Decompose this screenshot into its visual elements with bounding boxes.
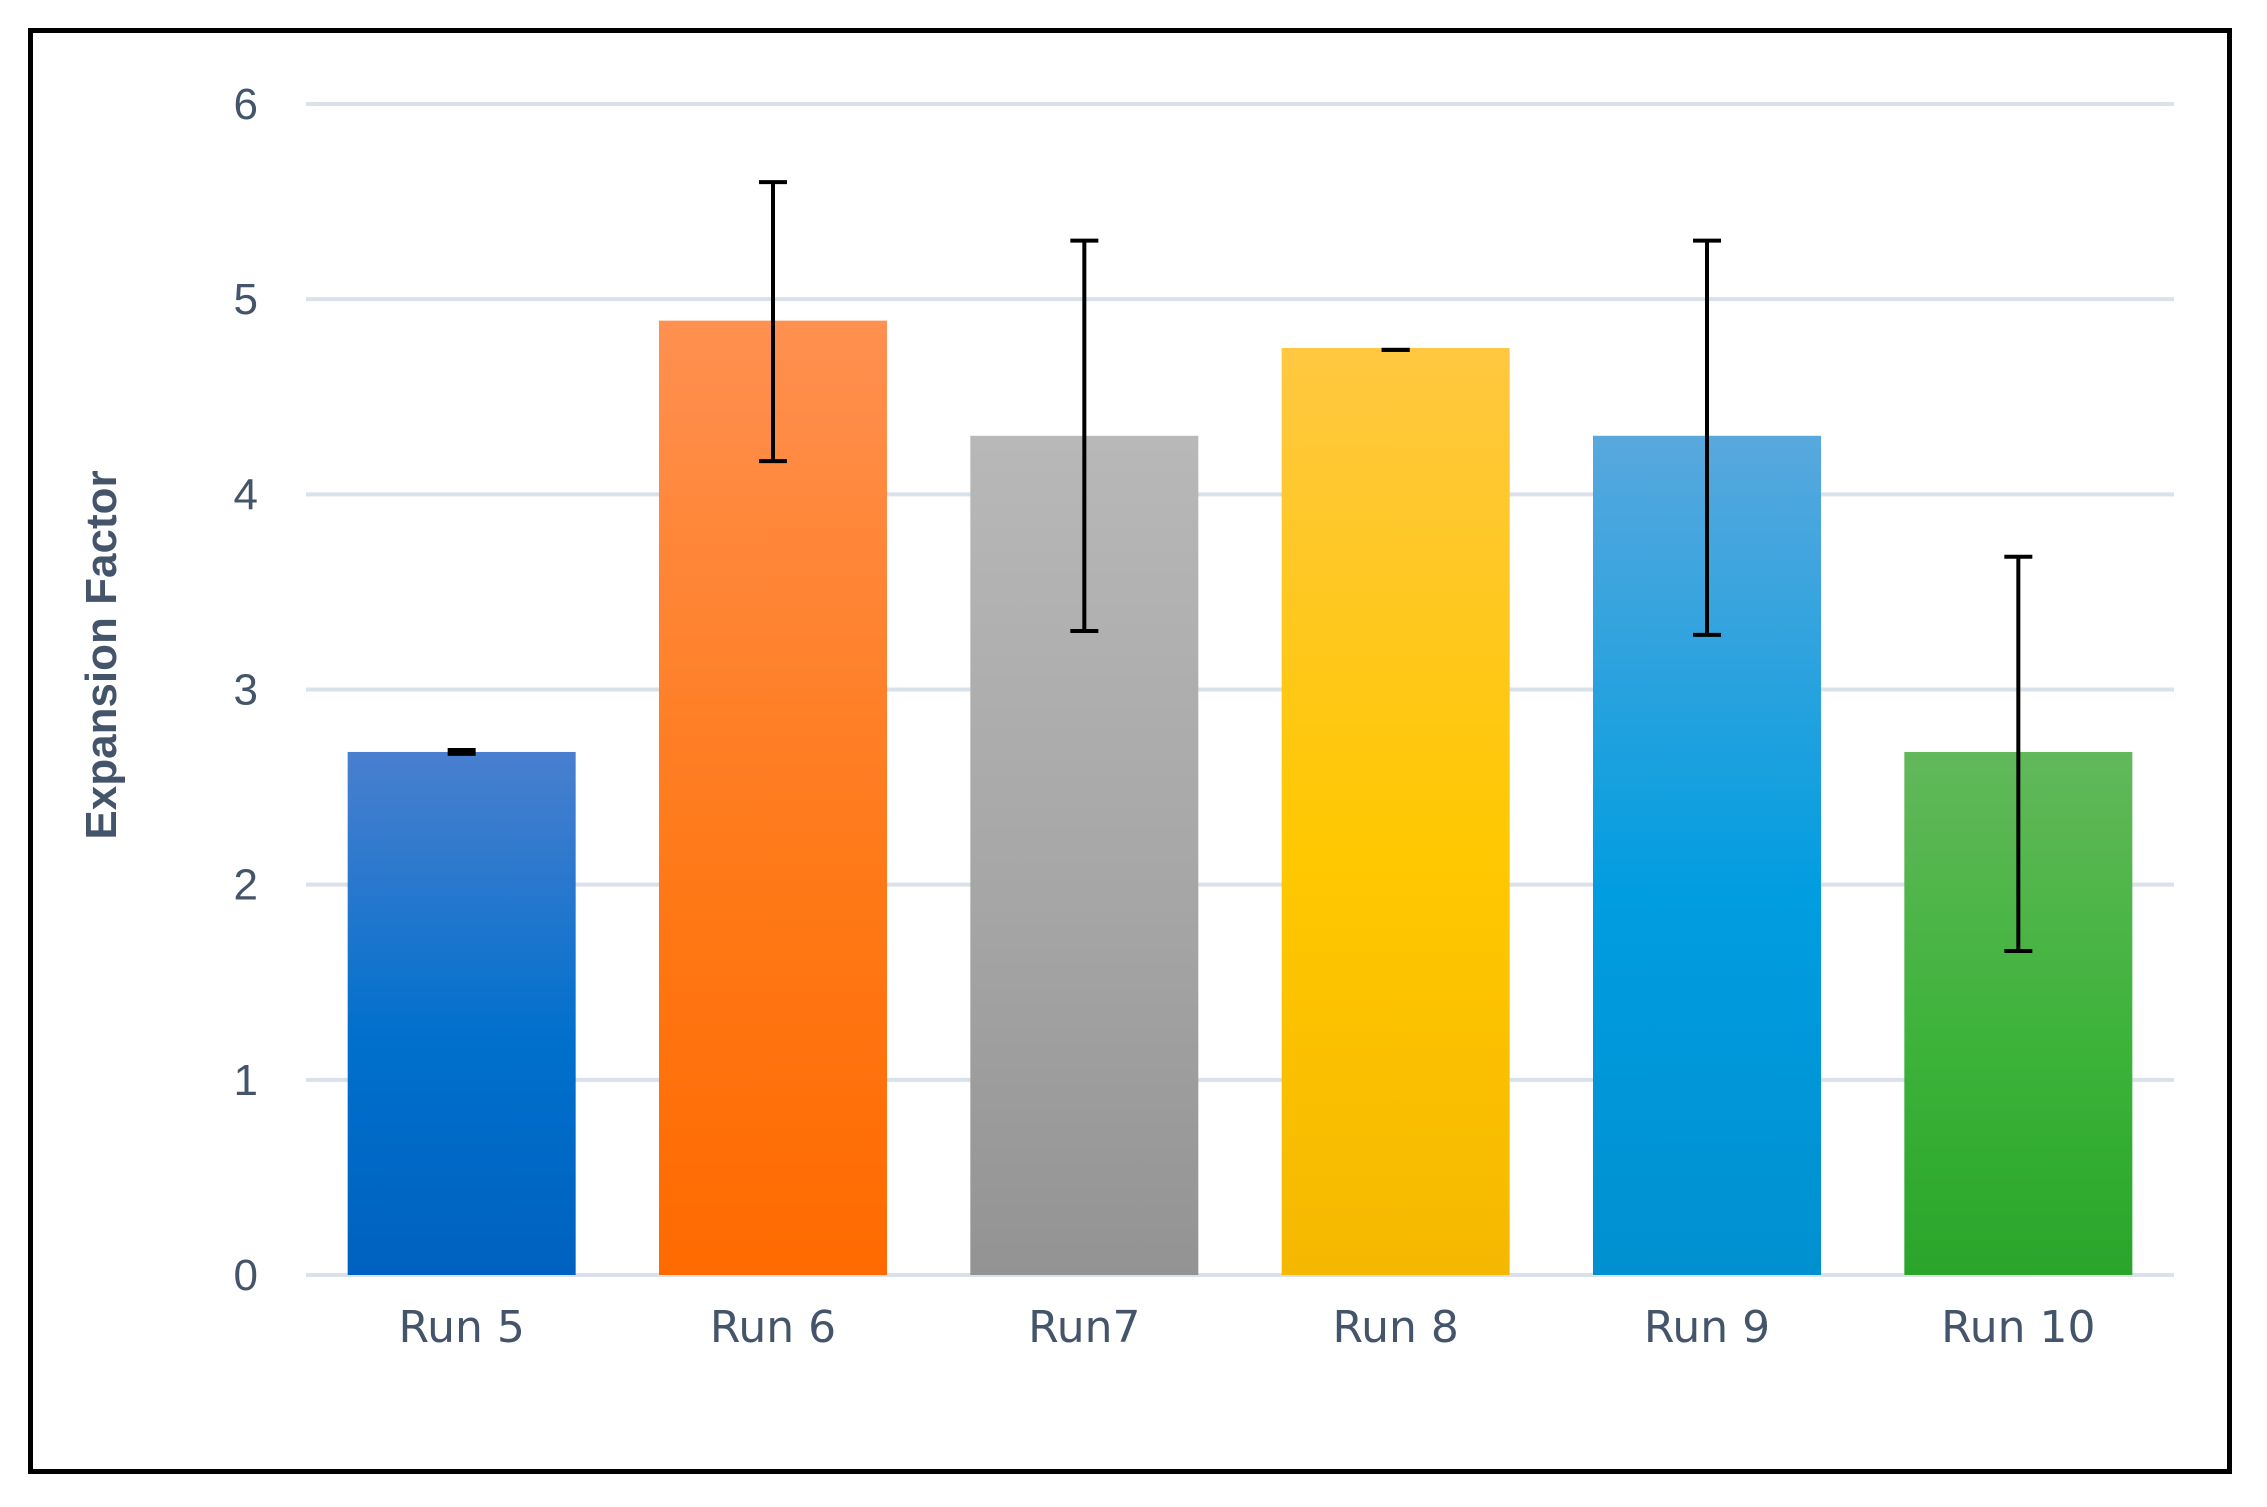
error-bars xyxy=(447,180,2033,954)
gridlines xyxy=(306,102,2174,1277)
y-tick-label: 0 xyxy=(234,1251,258,1300)
y-tick-label: 3 xyxy=(234,666,258,715)
x-category-label: Run 6 xyxy=(710,1302,836,1353)
bar-2 xyxy=(659,320,887,1275)
error-bar-1 xyxy=(447,748,476,756)
error-bar-3 xyxy=(1070,238,1099,633)
error-bar-2 xyxy=(759,180,787,464)
y-tick-label: 1 xyxy=(234,1056,258,1105)
y-tick-labels: 0 1 2 3 4 5 6 xyxy=(234,80,258,1300)
x-category-label: Run 8 xyxy=(1332,1302,1458,1353)
y-tick-label: 4 xyxy=(234,470,258,519)
y-tick-label: 5 xyxy=(234,275,258,324)
x-category-label: Run 10 xyxy=(1941,1302,2095,1353)
bar-1 xyxy=(347,751,576,1275)
y-tick-label: 6 xyxy=(234,80,258,129)
error-bar-6 xyxy=(2004,554,2033,954)
x-category-label: Run 9 xyxy=(1644,1302,1770,1353)
y-tick-label: 2 xyxy=(234,861,258,910)
x-category-labels: Run 5 Run 6 Run7 Run 8 Run 9 Run 10 xyxy=(398,1302,2095,1353)
x-category-label: Run7 xyxy=(1028,1302,1140,1353)
bars xyxy=(347,320,2133,1275)
error-bar-5 xyxy=(1693,238,1721,637)
bar-4 xyxy=(1281,347,1510,1275)
x-category-label: Run 5 xyxy=(398,1302,524,1353)
y-axis-title: Expansion Factor xyxy=(77,470,126,839)
